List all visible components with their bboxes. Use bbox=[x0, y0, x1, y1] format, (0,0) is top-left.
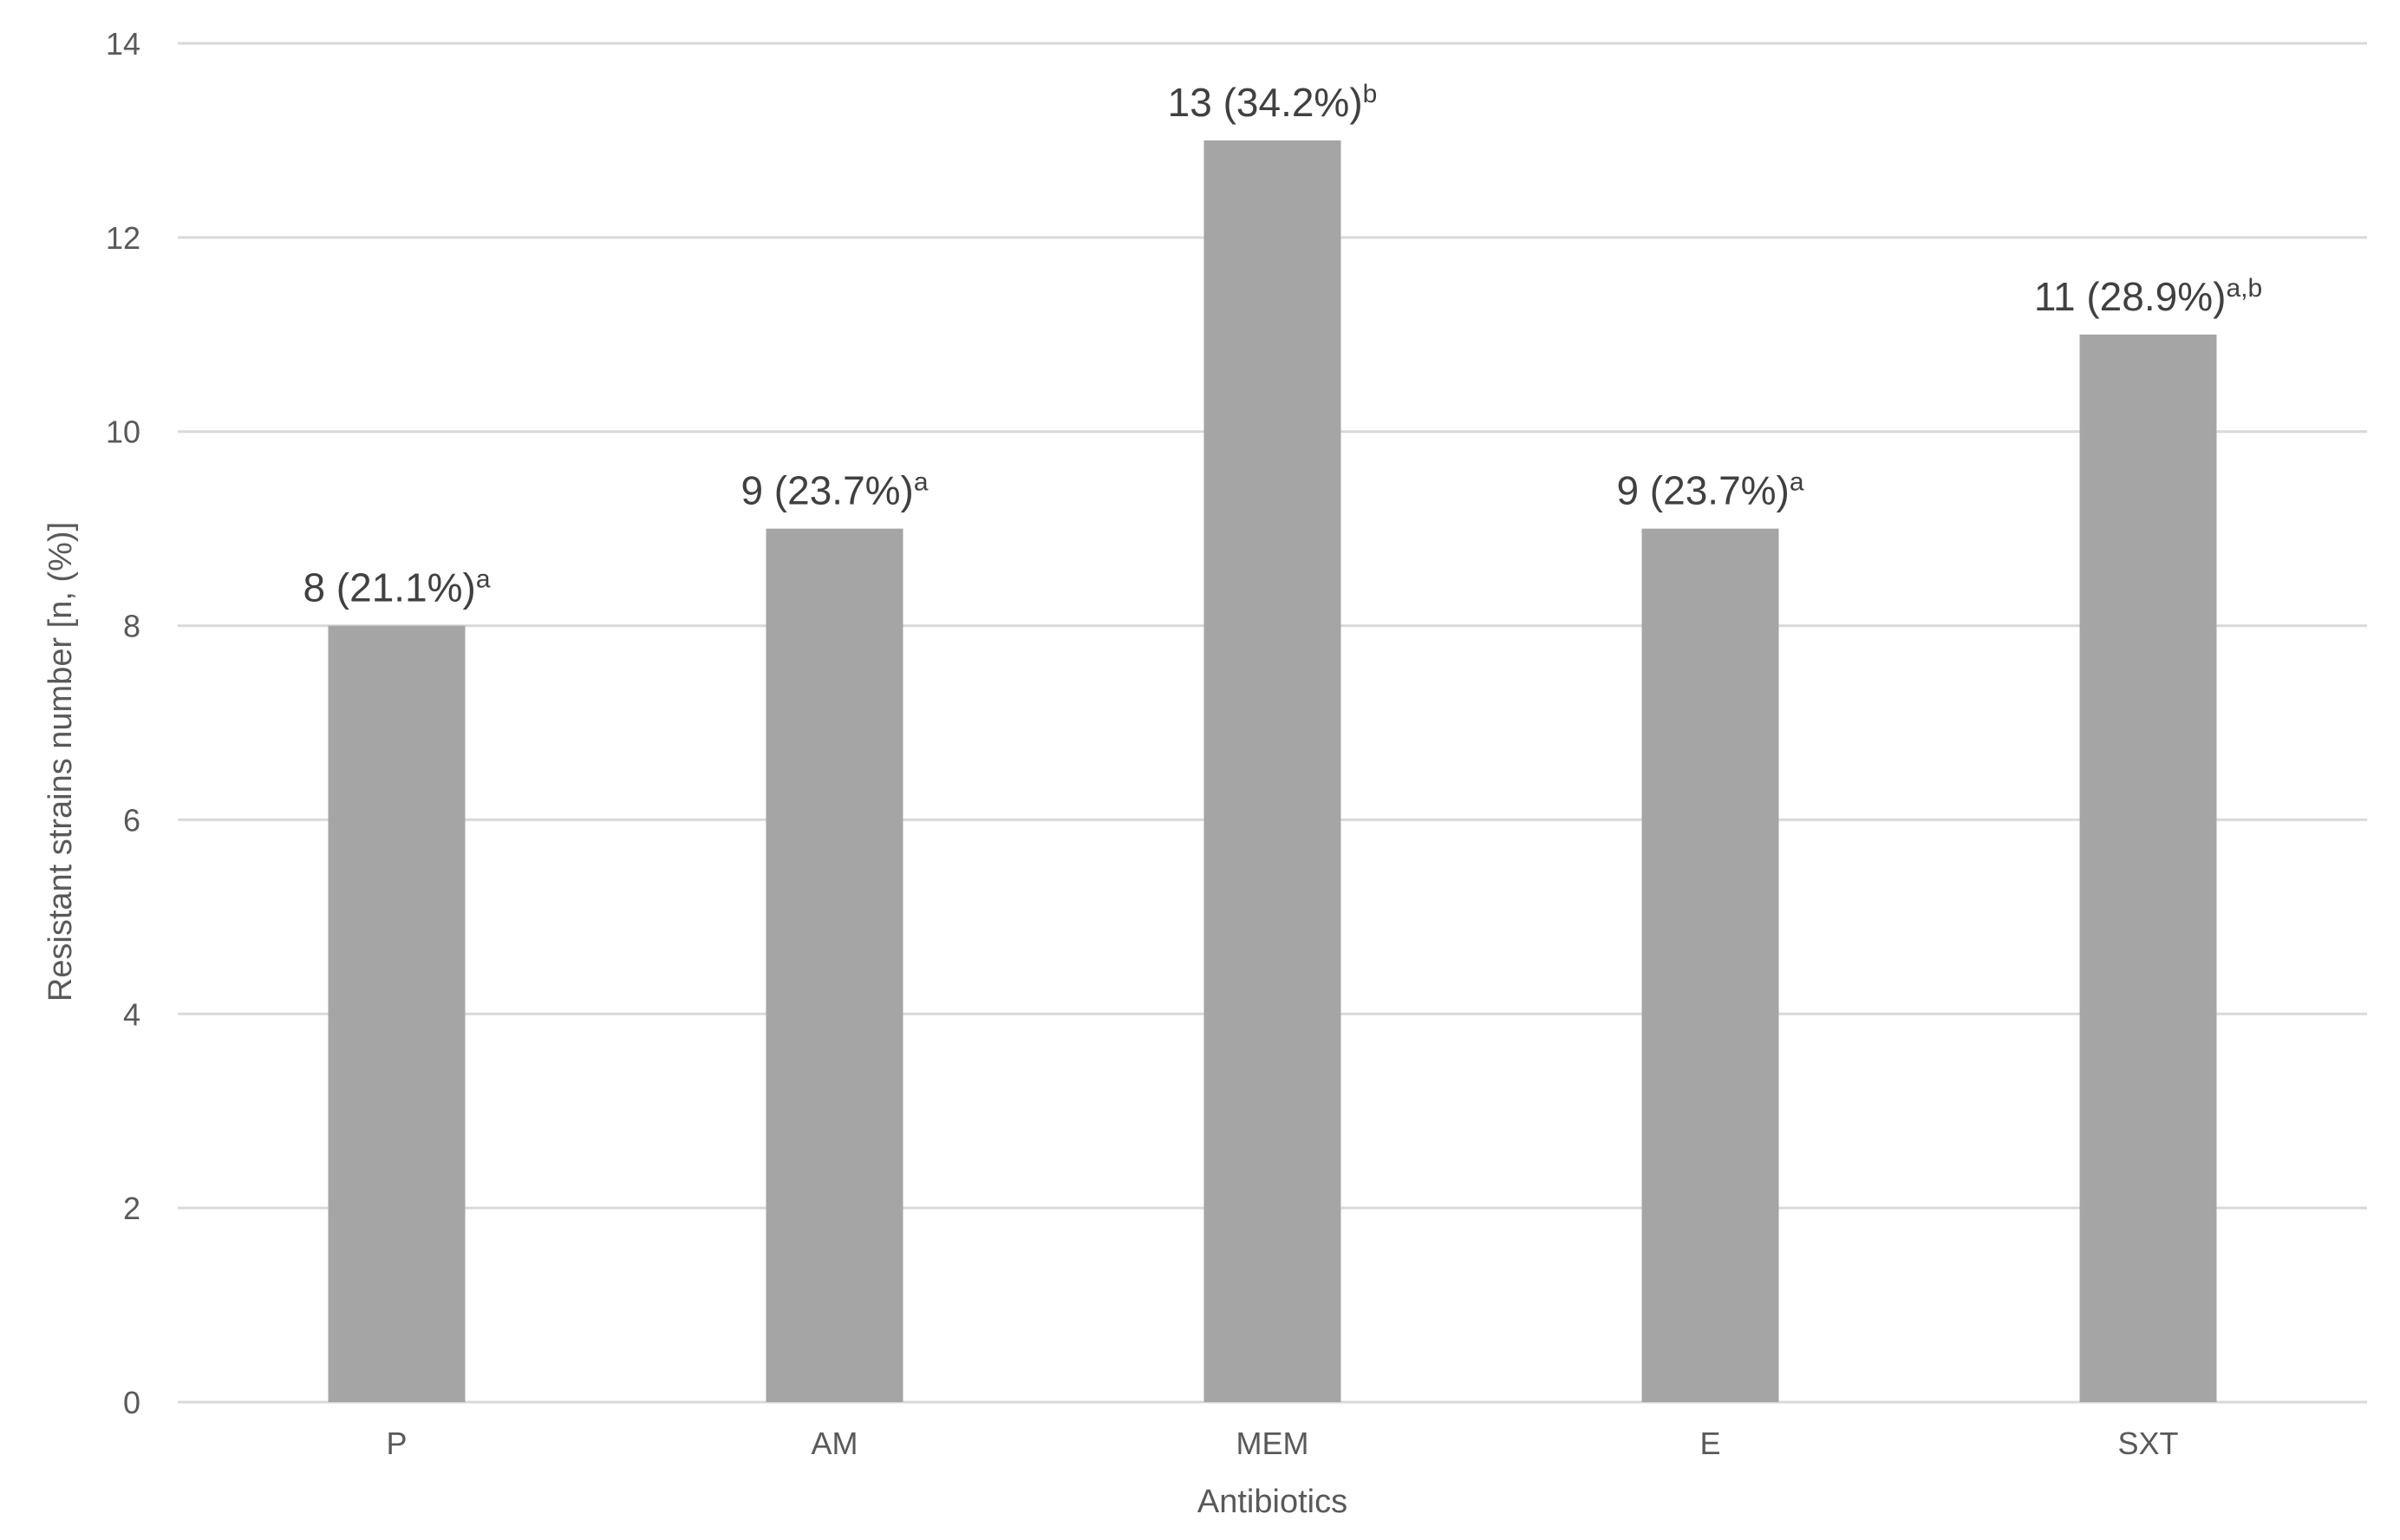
bar-e bbox=[1641, 528, 1779, 1402]
data-label-superscript: a bbox=[914, 468, 929, 497]
data-label-value: 9 (23.7%) bbox=[1616, 468, 1789, 513]
bar-am bbox=[766, 528, 903, 1402]
data-label: 9 (23.7%)a bbox=[740, 468, 928, 513]
x-tick-label: E bbox=[1699, 1426, 1720, 1461]
data-label-superscript: a bbox=[476, 565, 491, 594]
x-tick-label: MEM bbox=[1236, 1426, 1309, 1461]
y-axis-title: Resistant strains number [n, (%)] bbox=[42, 522, 79, 1002]
data-label: 13 (34.2%)b bbox=[1168, 80, 1378, 125]
data-label: 8 (21.1%)a bbox=[303, 565, 490, 610]
y-tick-label: 14 bbox=[106, 26, 140, 62]
data-label-value: 13 (34.2%) bbox=[1168, 80, 1363, 125]
data-label-superscript: b bbox=[1363, 80, 1378, 108]
x-tick-label: P bbox=[386, 1426, 407, 1461]
data-labels: 8 (21.1%)a9 (23.7%)a13 (34.2%)b9 (23.7%)… bbox=[303, 80, 2262, 610]
data-label: 9 (23.7%)a bbox=[1616, 468, 1803, 513]
data-label-superscript: a bbox=[1790, 468, 1804, 497]
bar-p bbox=[328, 625, 466, 1402]
y-tick-label: 4 bbox=[123, 996, 140, 1032]
y-tick-label: 12 bbox=[106, 220, 140, 256]
x-tick-label: AM bbox=[812, 1426, 858, 1461]
x-tick-label: SXT bbox=[2117, 1426, 2178, 1461]
y-tick-label: 0 bbox=[123, 1385, 140, 1420]
data-label-value: 8 (21.1%) bbox=[303, 565, 475, 610]
y-tick-label: 10 bbox=[106, 414, 140, 450]
x-axis-ticks: P AM MEM E SXT bbox=[386, 1426, 2178, 1461]
x-axis-title: Antibiotics bbox=[1197, 1484, 1347, 1520]
y-tick-label: 6 bbox=[123, 802, 140, 838]
y-tick-label: 8 bbox=[123, 609, 140, 644]
data-label-value: 9 (23.7%) bbox=[740, 468, 913, 513]
y-tick-label: 2 bbox=[123, 1191, 140, 1226]
bar-mem bbox=[1203, 140, 1341, 1402]
bar-sxt bbox=[2079, 334, 2217, 1403]
data-label: 11 (28.9%)a,b bbox=[2034, 274, 2262, 319]
bars bbox=[328, 140, 2217, 1403]
data-label-superscript: a,b bbox=[2226, 274, 2262, 303]
y-axis-ticks: 0 2 4 6 8 10 12 14 bbox=[106, 26, 140, 1420]
data-label-value: 11 (28.9%) bbox=[2034, 274, 2227, 319]
